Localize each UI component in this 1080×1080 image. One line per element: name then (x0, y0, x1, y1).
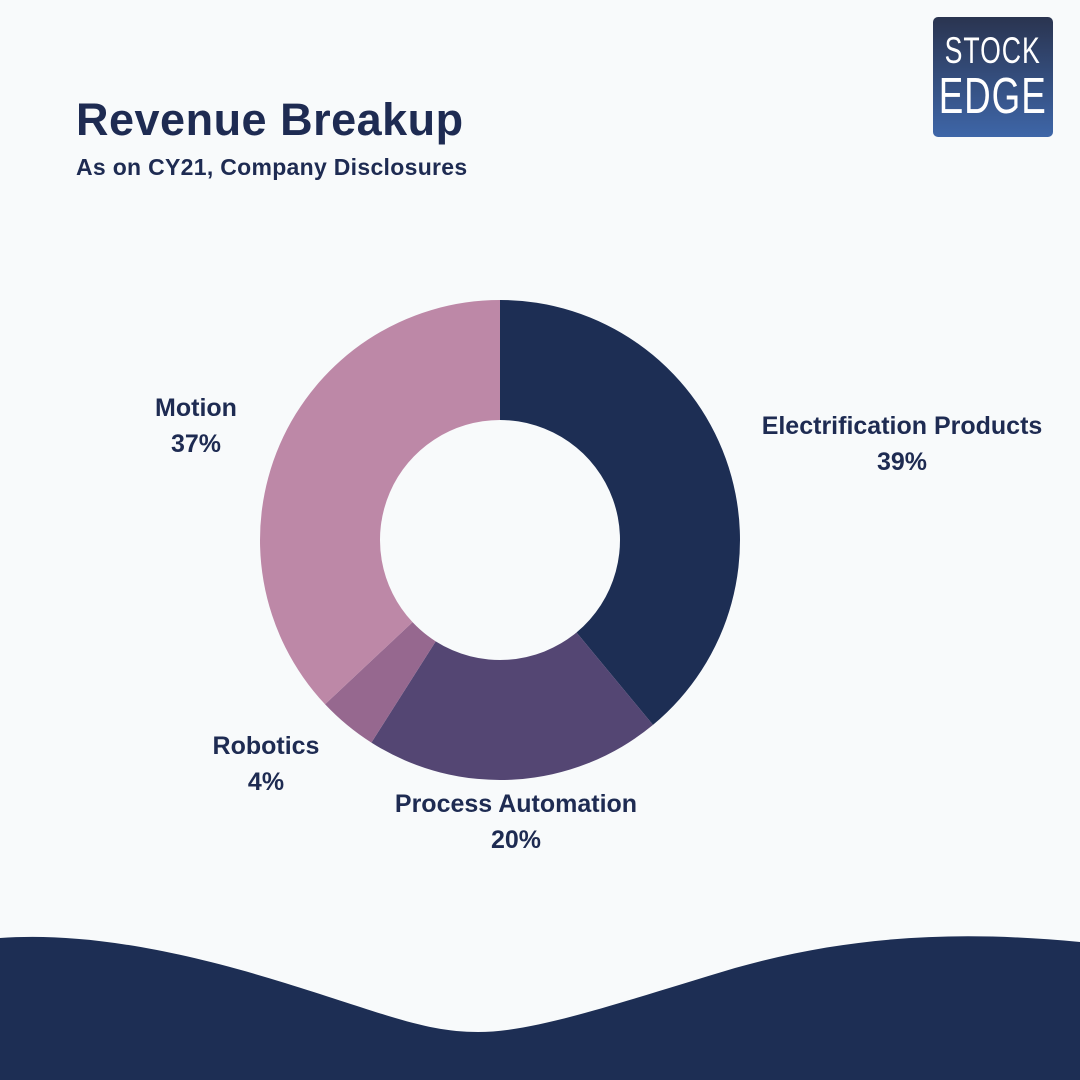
donut-segment-robotics (325, 622, 436, 743)
stockedge-logo-text: STOCK EDGE (939, 32, 1047, 122)
logo-line-stock: STOCK (944, 30, 1042, 72)
segment-value: 4% (247, 768, 285, 796)
label-motion: Motion 37% (86, 390, 306, 462)
segment-value: 37% (170, 430, 222, 458)
logo-line-edge: EDGE (939, 68, 1047, 125)
donut-chart (260, 300, 740, 780)
segment-value: 39% (876, 448, 928, 476)
segment-label: Electrification Products (761, 412, 1043, 440)
donut-segment-electrification-products (500, 300, 740, 725)
stockedge-logo: STOCK EDGE (933, 17, 1053, 137)
page-subtitle: As on CY21, Company Disclosures (76, 154, 468, 180)
donut-segment-process-automation (371, 632, 653, 780)
segment-label: Motion (155, 394, 237, 422)
segment-label: Robotics (212, 732, 320, 760)
header: Revenue Breakup As on CY21, Company Disc… (76, 94, 467, 181)
donut-segment-motion (260, 300, 500, 705)
bottom-wave-shape (0, 936, 1080, 1080)
label-electrification-products: Electrification Products 39% (742, 408, 1062, 480)
page-title: Revenue Breakup (76, 94, 464, 145)
segment-value: 20% (490, 826, 542, 854)
label-robotics: Robotics 4% (156, 728, 376, 800)
bottom-wave (0, 936, 1080, 1080)
segment-label: Process Automation (394, 790, 638, 818)
label-process-automation: Process Automation 20% (366, 786, 666, 858)
